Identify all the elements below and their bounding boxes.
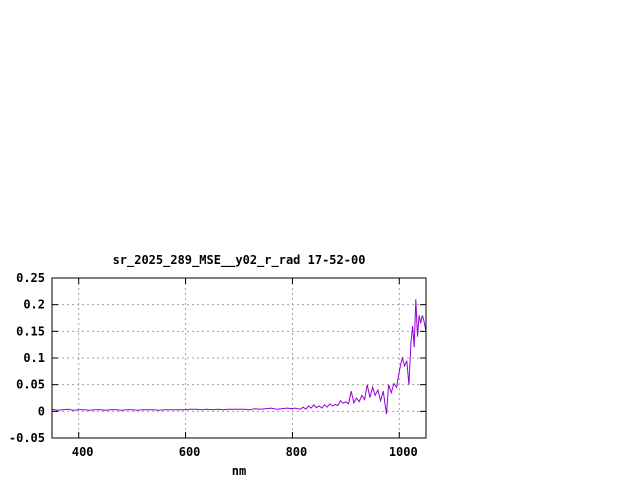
x-tick-label: 1000: [389, 445, 418, 459]
y-tick-label: 0.15: [16, 324, 45, 338]
y-tick-label: -0.05: [9, 431, 45, 445]
series-line: [51, 299, 427, 415]
axis-ticks: 400 600 800 1000 -0.05 0 0.05 0.1 0.15 0.2 0.25: [9, 271, 426, 459]
y-tick-label: 0: [38, 404, 45, 418]
y-tick-label: 0.1: [23, 351, 45, 365]
grid: [52, 278, 426, 438]
chart-title: sr_2025_289_MSE__y02_r_rad 17-52-00: [113, 253, 366, 268]
x-tick-label: 600: [179, 445, 201, 459]
x-axis-label: nm: [232, 464, 246, 478]
x-tick-label: 800: [286, 445, 308, 459]
y-tick-label: 0.2: [23, 298, 45, 312]
plot-frame: [51, 277, 427, 439]
y-tick-label: 0.05: [16, 378, 45, 392]
x-tick-label: 400: [72, 445, 94, 459]
y-tick-label: 0.25: [16, 271, 45, 285]
